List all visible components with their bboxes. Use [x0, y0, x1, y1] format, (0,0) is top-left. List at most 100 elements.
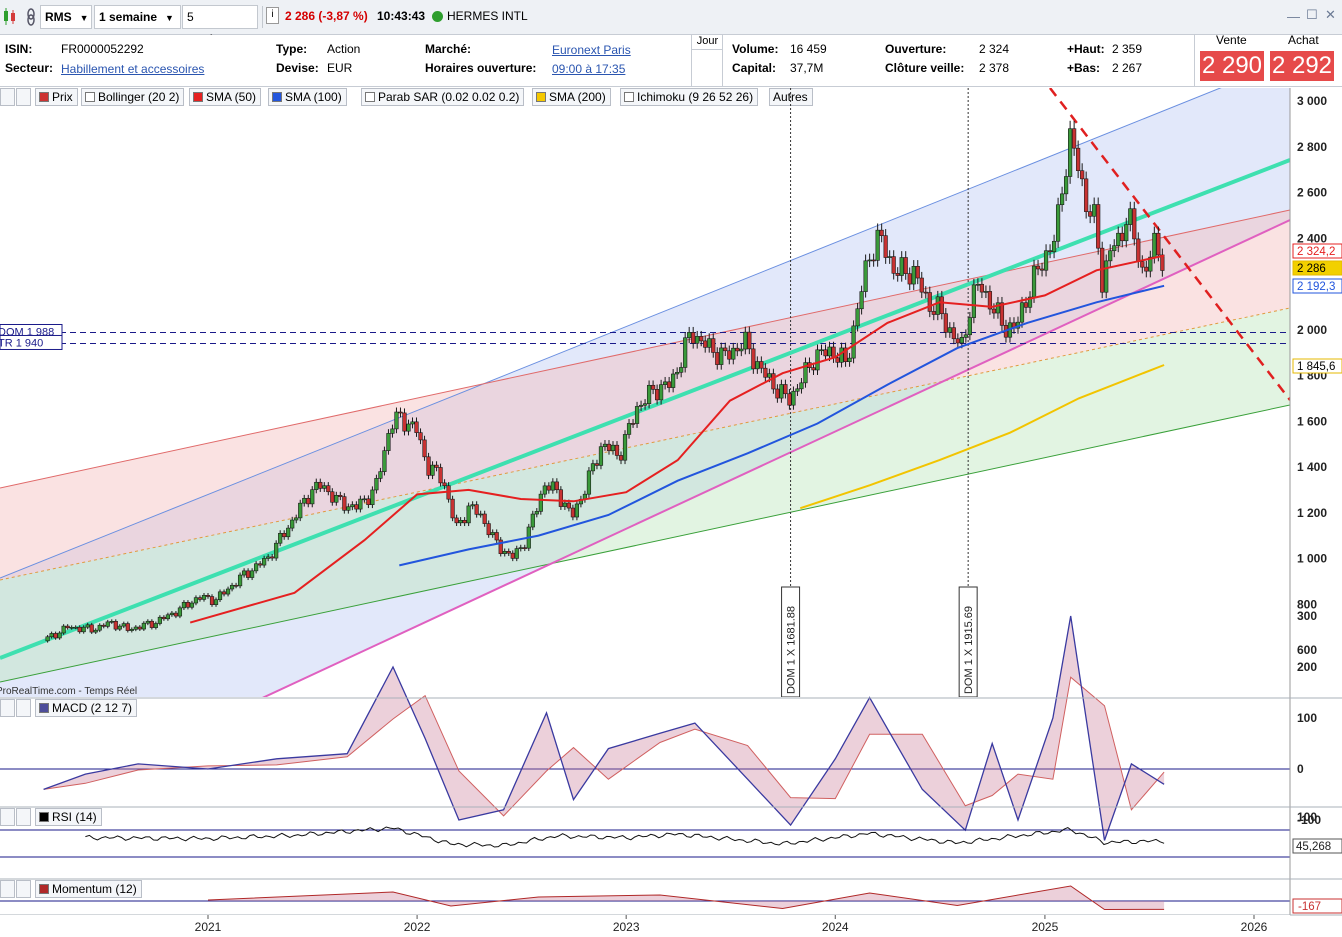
- candle: [101, 624, 106, 627]
- candle: [819, 349, 824, 352]
- candle: [402, 412, 407, 432]
- candle: [919, 277, 924, 293]
- rsi-legend-bar: RSI (14): [0, 808, 200, 826]
- legend-item[interactable]: Ichimoku (9 26 52 26): [620, 88, 759, 106]
- legend-macd[interactable]: MACD (2 12 7): [35, 699, 138, 717]
- candle: [410, 421, 415, 425]
- candle: [1015, 321, 1021, 329]
- candle: [927, 292, 932, 312]
- settings-icon[interactable]: [16, 880, 31, 898]
- settings-icon[interactable]: [16, 699, 31, 717]
- minimize-icon[interactable]: —: [1287, 9, 1300, 24]
- legend-item[interactable]: Prix: [35, 88, 78, 106]
- candle: [1112, 245, 1117, 252]
- collapse-icon[interactable]: [0, 880, 15, 898]
- candle: [322, 485, 327, 489]
- candle: [895, 273, 900, 276]
- candle: [133, 626, 138, 630]
- legend-item[interactable]: SMA (200): [532, 88, 611, 106]
- legend-item[interactable]: Autres: [769, 88, 813, 106]
- instrument-name: HERMES INTL: [447, 9, 528, 23]
- candle: [859, 291, 864, 310]
- candle: [233, 584, 239, 587]
- candle: [1059, 193, 1065, 206]
- sell-button[interactable]: 2 290: [1200, 51, 1264, 81]
- info-icon[interactable]: i: [266, 7, 279, 24]
- toolbar: RMS ▼ 1 semaine ▼ 5 années▼ i 2 286 (-3,87…: [0, 0, 1342, 46]
- candle: [1084, 178, 1089, 212]
- sector-link[interactable]: Habillement et accessoires: [61, 62, 205, 76]
- candle: [386, 433, 391, 451]
- x-axis-bg: [0, 915, 1290, 937]
- candle: [659, 384, 664, 401]
- candle-chart-icon[interactable]: [2, 7, 18, 31]
- legend-item[interactable]: Parab SAR (0.02 0.02 0.2): [361, 88, 525, 106]
- candle: [57, 632, 62, 639]
- legend-rsi[interactable]: RSI (14): [35, 808, 102, 826]
- legend-item[interactable]: SMA (50): [189, 88, 262, 106]
- candle: [270, 556, 275, 559]
- day-tab[interactable]: Jour: [691, 34, 723, 86]
- legend-label: SMA (200): [549, 90, 606, 104]
- info-panel: ISIN: FR0000052292 Secteur: Habillement …: [0, 33, 1342, 87]
- legend-label: RSI (14): [52, 810, 97, 824]
- candle: [1140, 261, 1145, 268]
- candle: [979, 283, 985, 293]
- close-icon[interactable]: ✕: [1325, 7, 1336, 22]
- candle: [871, 259, 876, 262]
- trendline-pink: [262, 219, 1290, 697]
- candle: [963, 334, 968, 338]
- collapse-icon[interactable]: [0, 88, 15, 106]
- candle: [390, 428, 395, 434]
- settings-icon[interactable]: [16, 88, 31, 106]
- candle: [1007, 322, 1013, 338]
- axis-bg: [1290, 88, 1342, 937]
- candle: [245, 570, 251, 578]
- candle: [847, 357, 852, 362]
- candle: [907, 273, 912, 285]
- collapse-icon[interactable]: [0, 699, 15, 717]
- candle: [663, 381, 668, 385]
- legend-item[interactable]: SMA (100): [268, 88, 347, 106]
- momentum-value-label: -167: [1298, 901, 1321, 913]
- range-select[interactable]: 5 années▼: [182, 5, 258, 46]
- market-link[interactable]: Euronext Paris: [552, 43, 631, 57]
- candle: [550, 481, 555, 491]
- link-icon[interactable]: [24, 7, 38, 31]
- buy-button[interactable]: 2 292: [1270, 51, 1334, 81]
- momentum-area: [208, 886, 1165, 910]
- candle: [342, 496, 347, 511]
- candle: [554, 481, 559, 491]
- period-select[interactable]: 1 semaine ▼: [94, 5, 181, 29]
- candle: [450, 498, 455, 519]
- hours-link[interactable]: 09:00 à 17:35: [552, 62, 626, 76]
- candle: [771, 373, 776, 390]
- candle: [843, 347, 848, 362]
- candle: [903, 257, 908, 274]
- candle: [683, 337, 688, 368]
- candle: [747, 331, 752, 350]
- candle: [763, 367, 768, 378]
- candle: [125, 623, 130, 631]
- candle: [229, 584, 235, 590]
- candle: [1096, 204, 1101, 249]
- candle: [751, 348, 756, 370]
- candle: [278, 532, 283, 544]
- collapse-icon[interactable]: [0, 808, 15, 826]
- legend-label: Prix: [52, 90, 73, 104]
- settings-icon[interactable]: [16, 808, 31, 826]
- symbol-select[interactable]: RMS ▼: [40, 5, 92, 29]
- open-label: Ouverture:: [885, 42, 947, 56]
- trendline-resistance: [1049, 88, 1290, 401]
- candle: [181, 602, 187, 609]
- candle: [638, 404, 644, 407]
- candle: [707, 338, 712, 348]
- legend-item[interactable]: Bollinger (20 2): [81, 88, 185, 106]
- candle: [378, 471, 383, 479]
- maximize-icon[interactable]: ☐: [1306, 7, 1318, 22]
- period-text: 1 semaine: [99, 10, 158, 24]
- legend-momentum[interactable]: Momentum (12): [35, 880, 142, 898]
- candle: [169, 612, 175, 616]
- candle: [731, 347, 736, 360]
